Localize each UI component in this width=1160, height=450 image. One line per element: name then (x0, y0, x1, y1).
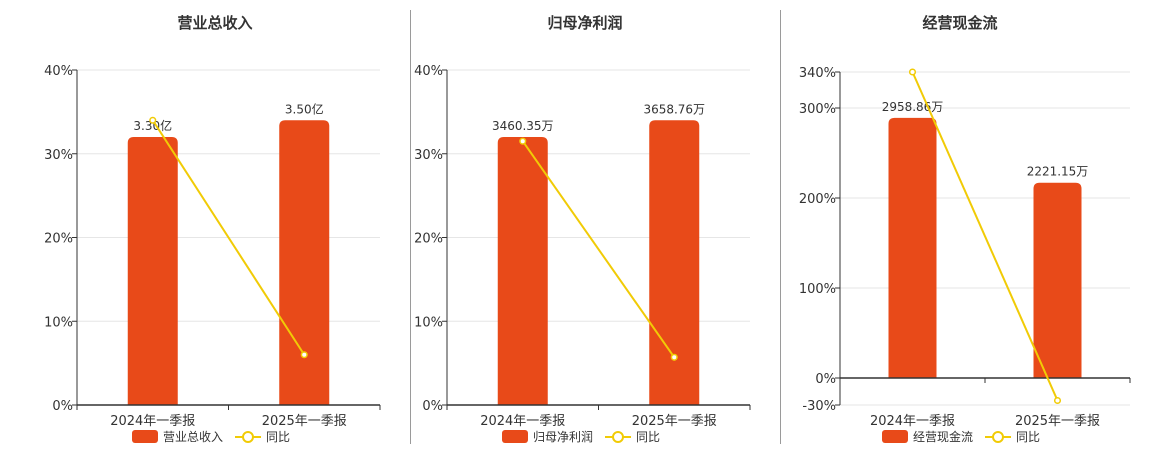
yoy-line (151, 119, 306, 356)
legend-bar-label: 归母净利润 (533, 430, 594, 444)
chart-legend[interactable]: 营业总收入 同比 (132, 428, 290, 445)
x-tick-label: 2024年一季报 (870, 414, 955, 429)
legend-line-swatch (605, 430, 632, 443)
y-tick-label: 300% (799, 102, 836, 117)
x-tick-label: 2024年一季报 (110, 414, 195, 429)
legend-bar-label: 经营现金流 (913, 430, 974, 444)
y-tick-label: 20% (414, 232, 443, 247)
y-tick-label: 100% (799, 282, 836, 297)
chart-panel-net-profit: 归母净利润 0% 10% 20% 30% 40% 3460.35万 3658.76万 2024… (400, 0, 770, 450)
x-tick-label: 2025年一季报 (1015, 414, 1100, 429)
yoy-point (908, 68, 917, 76)
chart-title: 归母净利润 (547, 14, 623, 32)
yoy-point (149, 116, 157, 124)
chart-panel-cash-flow: 经营现金流 -30% 0% 100% 200% 300% 340% 2958.86万 2221… (770, 0, 1150, 450)
x-tick-label: 2025年一季报 (262, 414, 347, 429)
bar-data-label: 2958.86万 (882, 100, 944, 114)
legend-line-swatch (985, 430, 1012, 443)
legend-line-swatch (235, 430, 262, 443)
legend-line-label: 同比 (636, 430, 661, 444)
chart-title: 经营现金流 (922, 14, 998, 32)
chart-svg: -30% 0% 100% 200% 300% 340% 2958.86万 2221.15万 20… (799, 66, 1131, 429)
y-tick-label: 0% (815, 372, 836, 387)
bar-data-label: 2221.15万 (1027, 165, 1089, 179)
legend-bar-swatch (132, 430, 158, 443)
bar-data-label: 3.50亿 (285, 101, 324, 116)
yoy-line (911, 71, 1059, 401)
bar (888, 117, 937, 379)
bar (127, 137, 178, 405)
yoy-point (670, 353, 678, 361)
legend-line-label: 同比 (1016, 430, 1041, 444)
y-tick-label: 30% (414, 148, 443, 163)
bar (649, 120, 700, 405)
y-tick-label: -30% (802, 399, 836, 414)
chart-legend[interactable]: 归母净利润 同比 (502, 428, 660, 445)
y-tick-label: 30% (44, 148, 73, 163)
chart-svg: 0% 10% 20% 30% 40% 3460.35万 3658.76万 2024年一季报 20… (414, 64, 751, 429)
bar (279, 120, 330, 405)
bar (497, 137, 548, 405)
legend-bar-swatch (502, 430, 528, 443)
bar-data-label: 3.30亿 (133, 118, 172, 133)
y-tick-label: 10% (44, 315, 73, 330)
y-tick-label: 10% (414, 315, 443, 330)
chart-panel-revenue: 营业总收入 0% 10% 20% 30% 40% 3.30亿 3.50亿 2024年一季报 20… (30, 0, 400, 450)
x-tick-label: 2024年一季报 (480, 414, 565, 429)
yoy-point (519, 137, 527, 145)
y-tick-label: 20% (44, 232, 73, 247)
chart-title: 营业总收入 (177, 14, 253, 32)
y-tick-label: 40% (44, 64, 73, 79)
yoy-point (300, 351, 308, 359)
bar-data-label: 3460.35万 (492, 119, 554, 133)
y-tick-label: 340% (799, 66, 836, 81)
y-tick-label: 40% (414, 64, 443, 79)
yoy-point (1053, 396, 1062, 405)
x-tick-label: 2025年一季报 (632, 414, 717, 429)
y-tick-label: 200% (799, 192, 836, 207)
legend-line-label: 同比 (266, 430, 291, 444)
y-tick-label: 0% (52, 399, 73, 414)
bar-data-label: 3658.76万 (643, 102, 705, 116)
legend-bar-label: 营业总收入 (163, 430, 224, 444)
legend-bar-swatch (882, 430, 908, 443)
yoy-line (521, 140, 676, 358)
panel-divider (780, 10, 781, 444)
chart-svg: 0% 10% 20% 30% 40% 3.30亿 3.50亿 2024年一季报 2025年一季报 (44, 64, 381, 429)
y-tick-label: 0% (422, 399, 443, 414)
panel-divider (410, 10, 411, 444)
chart-legend[interactable]: 经营现金流 同比 (882, 428, 1040, 445)
bar (1033, 182, 1082, 378)
